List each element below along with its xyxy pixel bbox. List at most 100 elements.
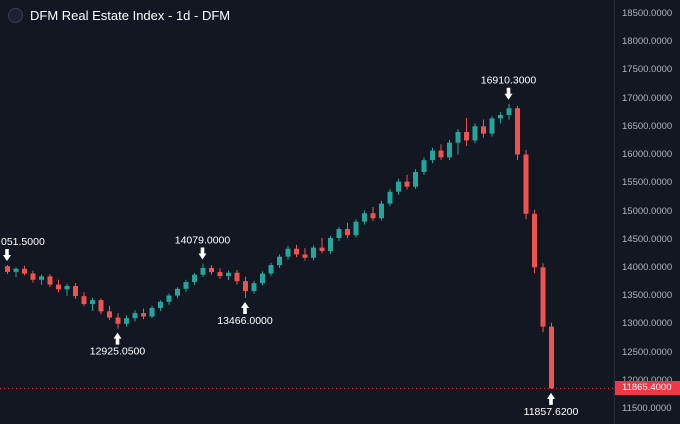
- candle-body: [523, 154, 529, 214]
- candle-body: [124, 318, 129, 324]
- candle-body: [455, 131, 461, 143]
- candle-body: [132, 313, 138, 319]
- candle-body: [285, 248, 291, 257]
- candle-body: [430, 150, 435, 161]
- pivot-price-text: 051.5000: [1, 236, 45, 248]
- candle-body: [515, 108, 520, 155]
- pivot-price-text: 11857.6200: [524, 406, 579, 418]
- candle-body: [294, 248, 299, 255]
- price-axis-label: 12000.0000: [622, 374, 673, 386]
- candle-body: [90, 300, 95, 305]
- candle-body: [107, 311, 112, 318]
- candle-body: [421, 160, 427, 172]
- price-axis-label: 18000.0000: [622, 36, 673, 48]
- candle-body: [268, 265, 274, 274]
- candle-body: [345, 228, 350, 236]
- price-axis-label: 17000.0000: [622, 92, 673, 104]
- candle-body: [404, 181, 410, 187]
- candle-body: [226, 272, 231, 277]
- pivot-price-text: 13466.0000: [217, 315, 273, 327]
- candle-body: [141, 313, 146, 317]
- instrument-logo-icon: [8, 8, 23, 23]
- candle-body: [98, 300, 104, 312]
- candle-body: [13, 268, 19, 272]
- price-axis-label: 16500.0000: [622, 120, 673, 132]
- price-axis-label: 13500.0000: [622, 290, 673, 302]
- candle-body: [200, 267, 206, 275]
- candle-body: [498, 115, 503, 119]
- pivot-price-text: 14079.0000: [175, 234, 231, 246]
- candle-body: [311, 247, 316, 258]
- pivot-annotation: 11857.6200: [524, 392, 579, 418]
- candle-body: [149, 307, 155, 317]
- pivot-annotation: 12925.0500: [90, 332, 146, 358]
- candle-body: [506, 108, 512, 116]
- candle-body: [115, 317, 121, 324]
- candle-body: [540, 267, 546, 327]
- price-axis-label: 15500.0000: [622, 177, 673, 189]
- candle-body: [64, 285, 70, 290]
- candle-body: [413, 172, 418, 187]
- price-axis-label: 11500.0000: [622, 403, 672, 414]
- candle-body: [277, 256, 282, 266]
- pivot-price-text: 12925.0500: [90, 346, 146, 358]
- candle-body: [353, 221, 359, 236]
- pivot-annotation: 14079.0000: [175, 234, 231, 260]
- pivot-price-text: 16910.3000: [481, 75, 537, 87]
- candle-body: [302, 254, 308, 258]
- candle-body: [370, 213, 376, 219]
- pivot-annotation: 13466.0000: [217, 302, 273, 327]
- candle-body: [396, 181, 401, 192]
- arrow-down-icon: [504, 87, 513, 100]
- candle-body: [251, 283, 257, 292]
- arrow-down-icon: [198, 247, 207, 260]
- candle-body: [166, 295, 172, 302]
- candle-body: [234, 272, 240, 282]
- arrow-down-icon: [3, 249, 11, 262]
- candle-body: [379, 203, 384, 219]
- candle-body: [549, 326, 554, 389]
- price-axis-label: 14000.0000: [622, 261, 673, 273]
- candle-body: [217, 272, 223, 277]
- candle-body: [532, 213, 537, 268]
- candle-body: [73, 285, 78, 297]
- candle-body: [81, 296, 87, 305]
- candle-body: [260, 273, 265, 284]
- price-axis-label: 14500.0000: [622, 233, 673, 245]
- candle-body: [472, 126, 478, 141]
- candle-body: [209, 267, 214, 273]
- candle-body: [319, 247, 325, 251]
- candle-body: [362, 213, 367, 222]
- pivot-annotation: 16910.3000: [481, 75, 537, 100]
- candle-body: [175, 288, 180, 296]
- candle-body: [30, 273, 36, 280]
- candle-body: [489, 118, 495, 134]
- candle-body: [447, 142, 452, 158]
- price-axis-label: 15000.0000: [622, 205, 673, 217]
- candle-body: [192, 274, 197, 283]
- price-axis[interactable]: 18500.0000 18000.0000 17500.0000 17000.0000…: [614, 0, 680, 424]
- candle-body: [387, 191, 393, 204]
- chart-title[interactable]: DFM Real Estate Index - 1d - DFM: [30, 8, 231, 23]
- last-price-label: 11865.4000: [615, 381, 680, 396]
- candle-body: [481, 126, 486, 134]
- price-axis-label: 18500.0000: [622, 8, 673, 19]
- pivot-annotation: 051.5000: [1, 236, 45, 262]
- candle-body: [464, 131, 469, 141]
- arrow-up-icon: [241, 302, 249, 315]
- candle-body: [39, 276, 44, 280]
- candle-body: [22, 268, 27, 274]
- price-axis-label: 16000.0000: [622, 149, 673, 161]
- price-axis-label: 17500.0000: [622, 64, 673, 76]
- chart-legend[interactable]: DFM Real Estate Index - 1d - DFM: [8, 7, 230, 24]
- candle-body: [336, 228, 342, 239]
- candle-body: [5, 266, 10, 272]
- arrow-up-icon: [547, 392, 555, 405]
- candle-body: [243, 281, 248, 292]
- price-axis-label: 12500.0000: [622, 346, 673, 358]
- candle-body: [47, 276, 53, 285]
- candle-body: [158, 301, 163, 308]
- candle-body: [183, 282, 189, 289]
